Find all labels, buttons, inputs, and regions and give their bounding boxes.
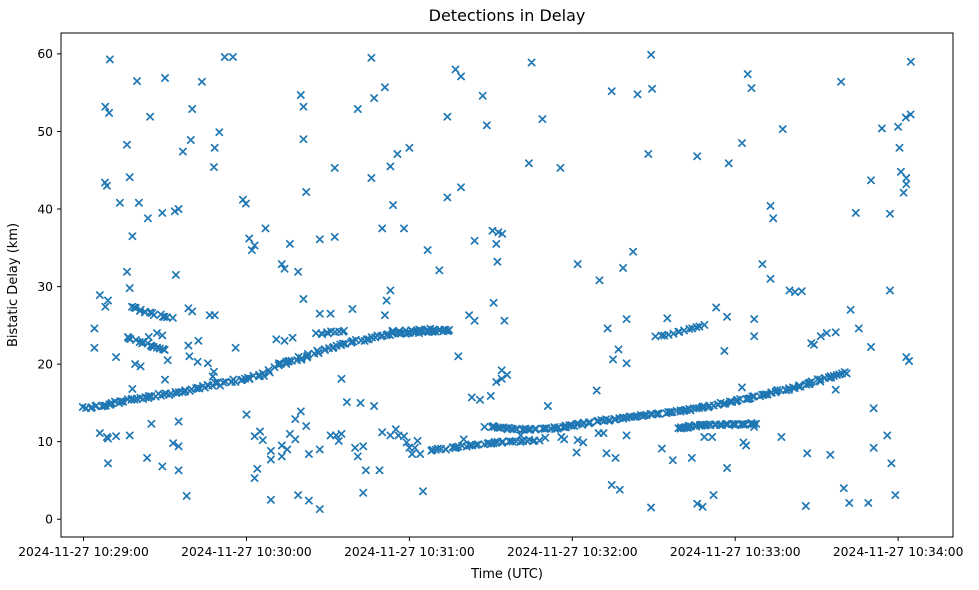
data-points-layer xyxy=(78,50,915,514)
x-tick-label: 2024-11-27 10:31:00 xyxy=(344,545,475,559)
x-tick-label: 2024-11-27 10:30:00 xyxy=(181,545,312,559)
x-tick-label: 2024-11-27 10:34:00 xyxy=(833,545,964,559)
x-tick-label: 2024-11-27 10:29:00 xyxy=(18,545,149,559)
x-axis-label: Time (UTC) xyxy=(470,567,543,582)
detection-markers xyxy=(78,50,915,514)
tick-marks xyxy=(57,53,899,541)
y-tick-label: 30 xyxy=(37,280,53,294)
y-tick-label: 20 xyxy=(37,357,53,371)
ticks-layer: 2024-11-27 10:29:00 2024-11-27 10:30:00 20… xyxy=(18,47,963,559)
y-tick-label: 60 xyxy=(37,47,53,61)
x-tick-label: 2024-11-27 10:32:00 xyxy=(507,545,638,559)
y-tick-label: 10 xyxy=(37,435,53,449)
y-tick-label: 50 xyxy=(37,125,53,139)
y-axis-label: Bistatic Delay (km) xyxy=(6,223,21,347)
chart-title: Detections in Delay xyxy=(429,6,586,25)
axes-frame xyxy=(60,32,954,538)
y-tick-label: 40 xyxy=(37,202,53,216)
x-tick-label: 2024-11-27 10:33:00 xyxy=(670,545,801,559)
y-tick-label: 0 xyxy=(45,512,53,526)
